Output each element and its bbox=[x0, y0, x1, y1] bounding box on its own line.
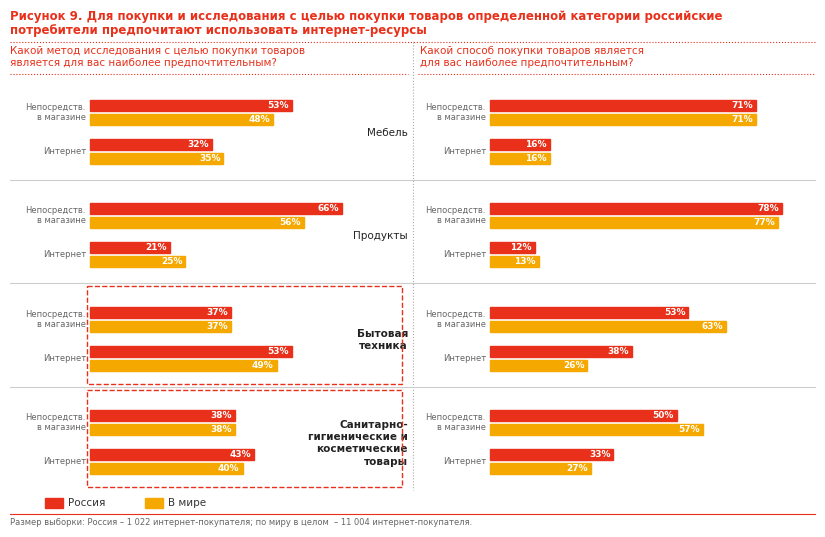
Text: Непосредств.
в магазине: Непосредств. в магазине bbox=[426, 309, 486, 329]
Bar bbox=[490, 360, 587, 371]
Bar bbox=[490, 139, 549, 150]
Text: 77%: 77% bbox=[753, 218, 775, 227]
Bar bbox=[490, 100, 756, 111]
Text: 37%: 37% bbox=[206, 308, 228, 317]
Text: 49%: 49% bbox=[252, 361, 274, 370]
Text: Интернет: Интернет bbox=[43, 250, 86, 259]
Text: Интернет: Интернет bbox=[43, 457, 86, 466]
Text: Интернет: Интернет bbox=[443, 250, 486, 259]
Text: 12%: 12% bbox=[511, 243, 532, 252]
Bar bbox=[490, 321, 726, 332]
Bar bbox=[90, 256, 186, 267]
Bar bbox=[490, 424, 703, 436]
Text: 27%: 27% bbox=[567, 465, 588, 473]
Bar bbox=[490, 256, 539, 267]
Text: 38%: 38% bbox=[210, 411, 232, 420]
Bar bbox=[490, 114, 756, 125]
Text: 50%: 50% bbox=[653, 411, 674, 420]
Bar bbox=[490, 449, 614, 460]
Bar bbox=[490, 153, 549, 164]
Text: Россия: Россия bbox=[68, 498, 106, 508]
Text: 48%: 48% bbox=[248, 115, 270, 124]
Bar bbox=[490, 463, 591, 474]
Text: 25%: 25% bbox=[161, 257, 182, 266]
Text: Интернет: Интернет bbox=[443, 147, 486, 156]
Bar bbox=[490, 217, 778, 228]
Text: 43%: 43% bbox=[229, 450, 251, 459]
Text: 53%: 53% bbox=[664, 308, 686, 317]
Text: 71%: 71% bbox=[731, 101, 752, 110]
Bar bbox=[90, 100, 292, 111]
Bar bbox=[90, 203, 342, 214]
Text: В мире: В мире bbox=[168, 498, 206, 508]
Bar bbox=[145, 498, 163, 508]
Text: 13%: 13% bbox=[514, 257, 535, 266]
Text: 32%: 32% bbox=[187, 140, 209, 149]
Text: 38%: 38% bbox=[608, 347, 629, 355]
Bar bbox=[490, 307, 688, 318]
Bar bbox=[90, 217, 304, 228]
Text: для вас наиболее предпочтительным?: для вас наиболее предпочтительным? bbox=[420, 58, 634, 68]
Text: Интернет: Интернет bbox=[43, 354, 86, 363]
Bar bbox=[90, 463, 243, 474]
Bar bbox=[90, 114, 273, 125]
Text: Продукты: Продукты bbox=[353, 231, 408, 241]
Text: Рисунок 9. Для покупки и исследования с целью покупки товаров определенной катег: Рисунок 9. Для покупки и исследования с … bbox=[10, 10, 723, 23]
Text: Интернет: Интернет bbox=[443, 354, 486, 363]
Text: 63%: 63% bbox=[701, 322, 723, 331]
Text: 21%: 21% bbox=[145, 243, 167, 252]
Bar bbox=[90, 307, 231, 318]
Bar bbox=[90, 242, 170, 253]
Text: Непосредств.
в магазине: Непосредств. в магазине bbox=[426, 206, 486, 226]
Text: Непосредств.
в магазине: Непосредств. в магазине bbox=[26, 206, 86, 226]
Text: 33%: 33% bbox=[589, 450, 610, 459]
Text: 71%: 71% bbox=[731, 115, 752, 124]
Bar bbox=[90, 424, 235, 436]
Text: является для вас наиболее предпочтительным?: является для вас наиболее предпочтительн… bbox=[10, 58, 277, 68]
Bar bbox=[490, 346, 632, 357]
Text: Непосредств.
в магазине: Непосредств. в магазине bbox=[26, 103, 86, 122]
Bar bbox=[490, 242, 535, 253]
Bar bbox=[90, 449, 254, 460]
Text: Санитарно-
гигиенические и
косметические
товары: Санитарно- гигиенические и косметические… bbox=[308, 419, 408, 467]
Text: 37%: 37% bbox=[206, 322, 228, 331]
Text: Непосредств.
в магазине: Непосредств. в магазине bbox=[26, 413, 86, 432]
Text: 53%: 53% bbox=[267, 101, 289, 110]
Bar bbox=[90, 139, 212, 150]
Text: Бытовая
техника: Бытовая техника bbox=[356, 329, 408, 351]
Bar bbox=[45, 498, 63, 508]
Text: потребители предпочитают использовать интернет-ресурсы: потребители предпочитают использовать ин… bbox=[10, 24, 427, 37]
Text: 16%: 16% bbox=[526, 154, 547, 163]
Text: Мебель: Мебель bbox=[367, 128, 408, 138]
Text: 16%: 16% bbox=[526, 140, 547, 149]
Bar bbox=[90, 410, 235, 421]
Bar bbox=[90, 321, 231, 332]
Text: Интернет: Интернет bbox=[43, 147, 86, 156]
Text: 66%: 66% bbox=[317, 204, 338, 213]
Text: Интернет: Интернет bbox=[443, 457, 486, 466]
Text: Размер выборки: Россия – 1 022 интернет-покупателя; по миру в целом  – 11 004 ин: Размер выборки: Россия – 1 022 интернет-… bbox=[10, 518, 472, 527]
Text: 35%: 35% bbox=[199, 154, 220, 163]
Text: Непосредств.
в магазине: Непосредств. в магазине bbox=[426, 413, 486, 432]
Text: 40%: 40% bbox=[218, 465, 239, 473]
Text: Какой метод исследования с целью покупки товаров: Какой метод исследования с целью покупки… bbox=[10, 46, 305, 56]
Bar bbox=[490, 410, 677, 421]
Text: 53%: 53% bbox=[267, 347, 289, 355]
Text: 78%: 78% bbox=[757, 204, 779, 213]
Text: 26%: 26% bbox=[563, 361, 584, 370]
Bar bbox=[90, 360, 277, 371]
Bar bbox=[90, 153, 224, 164]
Text: Непосредств.
в магазине: Непосредств. в магазине bbox=[26, 309, 86, 329]
Text: Какой способ покупки товаров является: Какой способ покупки товаров является bbox=[420, 46, 644, 56]
Bar bbox=[90, 346, 292, 357]
Text: Непосредств.
в магазине: Непосредств. в магазине bbox=[426, 103, 486, 122]
Text: 56%: 56% bbox=[279, 218, 300, 227]
Text: 57%: 57% bbox=[679, 425, 700, 434]
Text: 38%: 38% bbox=[210, 425, 232, 434]
Bar bbox=[490, 203, 782, 214]
